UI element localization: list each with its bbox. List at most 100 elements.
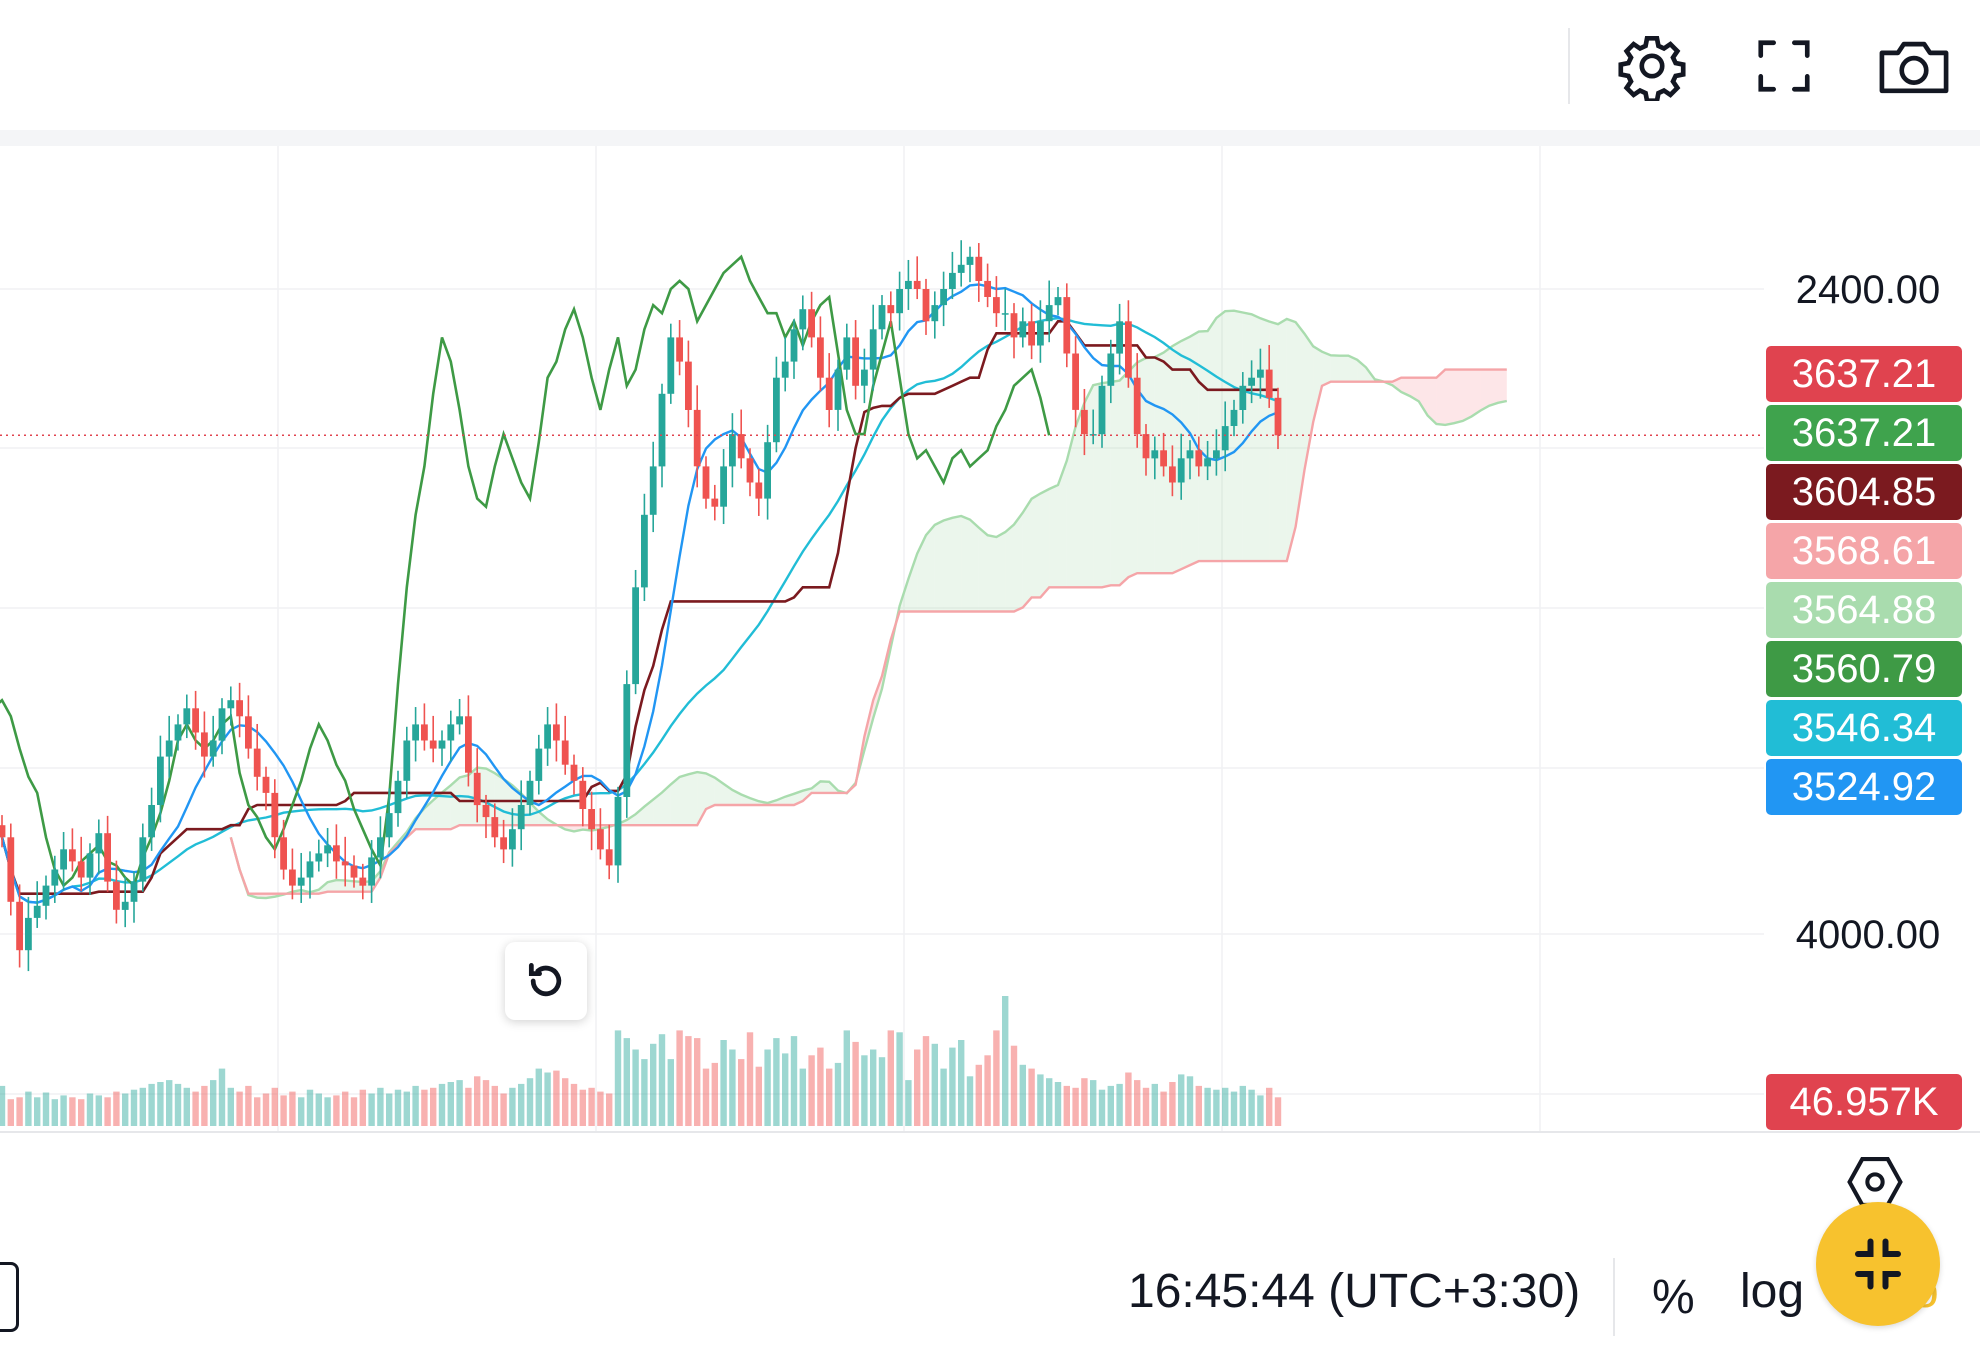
volume-bar: [1107, 1085, 1114, 1126]
fullscreen-icon: [1758, 40, 1810, 92]
candle-body: [931, 305, 939, 322]
cloud-segment: [1295, 322, 1305, 527]
volume-bar: [984, 1055, 991, 1126]
candle-body: [333, 845, 340, 862]
volume-bar: [694, 1038, 701, 1126]
candle: [614, 786, 622, 883]
candle-body: [702, 466, 710, 499]
volume-bar: [1116, 1083, 1123, 1126]
percent-scale-toggle[interactable]: %: [1652, 1271, 1695, 1324]
candle: [773, 356, 780, 453]
volume-bar: [60, 1095, 67, 1126]
chart-area[interactable]: 4000.00 2400.00 3637.21 3637.21 3604.85 3568.…: [0, 146, 1980, 1201]
volume-bar: [958, 1040, 965, 1126]
candle: [174, 714, 182, 751]
price-badge-label: 3568.61: [1792, 529, 1937, 573]
candle: [341, 836, 349, 887]
candle-body: [1151, 450, 1159, 459]
candle: [500, 819, 507, 864]
volume-bar: [1063, 1085, 1070, 1126]
cloud-segment: [987, 535, 997, 612]
candle-body: [896, 289, 903, 314]
volume-bar: [922, 1036, 930, 1126]
candle: [685, 340, 692, 428]
price-chart[interactable]: 4000.00 2400.00 3637.21 3637.21 3604.85 3568.…: [0, 146, 1980, 1201]
volume-bar: [447, 1082, 454, 1126]
cloud-segment: [917, 535, 926, 612]
volume-bar: [359, 1089, 366, 1126]
candle: [544, 707, 551, 766]
candle-body: [1098, 385, 1106, 435]
candle: [1239, 372, 1247, 424]
fullscreen-button[interactable]: [1736, 22, 1832, 110]
candle-body: [1265, 369, 1273, 398]
candle: [1125, 300, 1132, 388]
cloud-segment: [1005, 524, 1014, 612]
volume-bar: [315, 1093, 322, 1126]
clock-display[interactable]: 16:45:44 (UTC+3:30): [1128, 1265, 1581, 1318]
candle: [931, 291, 939, 339]
candle-body: [984, 280, 991, 297]
cloud-segment: [1014, 512, 1023, 612]
volume-bar: [386, 1093, 393, 1126]
candle-body: [1028, 321, 1035, 346]
candle: [1019, 307, 1027, 348]
candle: [526, 770, 534, 816]
price-badge-bg: [1766, 641, 1962, 697]
candle-body: [350, 865, 358, 878]
cloud-segment: [635, 806, 645, 826]
date-range-icon[interactable]: [0, 1262, 19, 1332]
volume-bar: [148, 1083, 155, 1126]
log-scale-toggle[interactable]: log: [1740, 1265, 1805, 1318]
volume-bar: [887, 1030, 894, 1126]
candle: [623, 670, 631, 818]
price-badge: 3604.85: [1766, 464, 1962, 520]
candle-body: [693, 409, 701, 467]
price-badge-label: 3524.92: [1792, 765, 1937, 809]
volume-bar: [227, 1087, 234, 1126]
candle: [1081, 388, 1088, 456]
candle-body: [139, 837, 147, 882]
cloud-segment: [978, 527, 988, 612]
volume-bar: [641, 1059, 648, 1126]
volume-bar: [1125, 1072, 1132, 1126]
candle: [764, 424, 771, 520]
candle: [218, 698, 226, 755]
candle: [711, 484, 719, 521]
snapshot-button[interactable]: [1866, 22, 1962, 110]
candle-body: [579, 780, 587, 809]
reset-chart-button[interactable]: [505, 942, 587, 1020]
candle-body: [720, 466, 727, 507]
cloud-segment: [494, 773, 504, 826]
candle-body: [403, 740, 411, 781]
candle-body: [1177, 458, 1185, 483]
candle: [702, 456, 710, 509]
candle-body: [676, 337, 683, 362]
candle-body: [605, 849, 613, 866]
candle: [632, 569, 639, 695]
exit-fullscreen-fab[interactable]: [1816, 1202, 1940, 1326]
candle-body: [597, 829, 604, 850]
volume-bar: [711, 1062, 718, 1126]
candle: [157, 735, 164, 823]
cloud-segment: [1436, 369, 1446, 425]
candle-body: [7, 837, 15, 902]
price-badge: 3637.21: [1766, 346, 1962, 402]
volume-bar: [210, 1080, 217, 1126]
price-badge-bg: [1766, 759, 1962, 815]
candle: [817, 316, 824, 392]
candle-body: [685, 361, 692, 410]
volume-bar: [579, 1089, 586, 1126]
cloud-segment: [1110, 380, 1120, 586]
settings-button[interactable]: [1604, 22, 1700, 110]
candle: [456, 698, 463, 735]
cloud-segment: [679, 774, 689, 826]
volume-bar: [1230, 1091, 1238, 1126]
candle-body: [957, 264, 965, 273]
cloud-segment: [1348, 355, 1358, 382]
candle-body: [1107, 353, 1115, 386]
candle: [825, 353, 833, 428]
volume-bar: [1142, 1087, 1150, 1126]
candle-body: [192, 708, 199, 733]
candle: [799, 295, 807, 351]
